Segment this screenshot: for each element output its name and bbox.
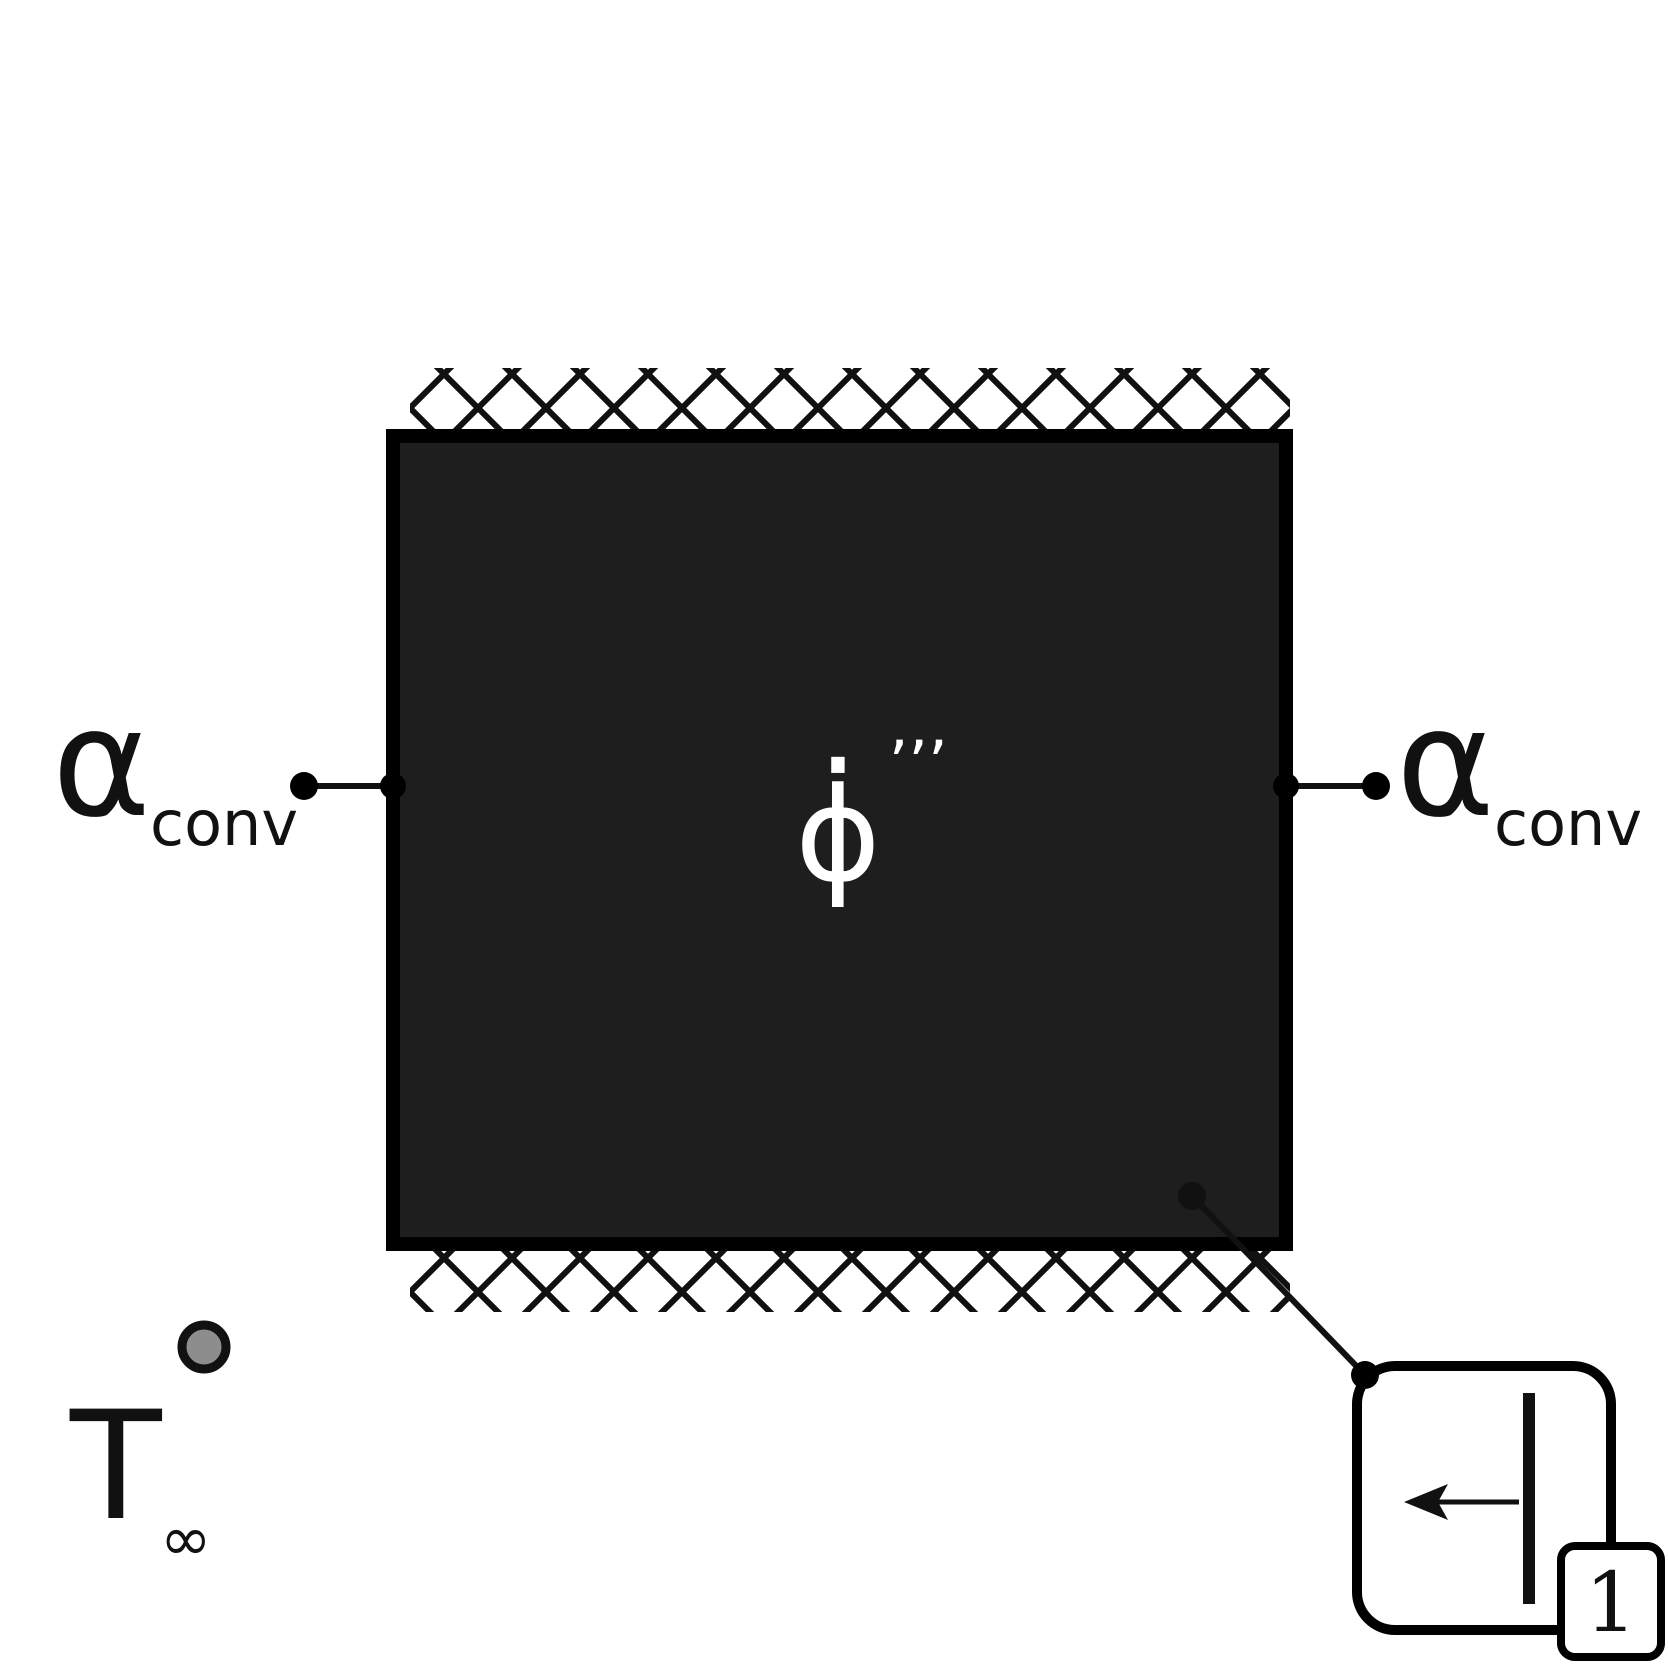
insulation-bottom — [410, 1244, 1290, 1312]
right-port-block-node[interactable] — [1273, 773, 1299, 799]
heat-source-port-node[interactable] — [1351, 1361, 1379, 1389]
solid-block[interactable] — [386, 429, 1293, 1251]
ambient-temperature-subscript: ∞ — [160, 1502, 212, 1575]
source-block-internal-node[interactable] — [1178, 1182, 1206, 1210]
left-convection-subscript: conv — [150, 787, 298, 860]
source-badge-number: 1 — [1585, 1556, 1637, 1651]
right-convection-subscript: conv — [1494, 787, 1642, 860]
right-convection-symbol: α — [1396, 677, 1495, 851]
heat-generation-superscript: ’’’ — [888, 727, 947, 800]
heat-generation-symbol: ϕ — [795, 759, 881, 911]
heat-source-block[interactable] — [1352, 1361, 1616, 1635]
heat-generation-dot: · — [817, 689, 858, 841]
arrow-left-icon — [1404, 1393, 1535, 1604]
left-port-block-node[interactable] — [380, 773, 406, 799]
right-port-outer-node[interactable] — [1362, 772, 1390, 800]
left-convection-symbol: α — [52, 677, 151, 851]
source-badge — [1557, 1542, 1665, 1661]
insulation-top — [410, 368, 1290, 436]
source-connection-line — [1189, 1193, 1368, 1378]
ambient-temperature-symbol: T — [69, 1380, 163, 1554]
ambient-temperature-node[interactable] — [177, 1320, 231, 1374]
left-port-outer-node[interactable] — [290, 772, 318, 800]
